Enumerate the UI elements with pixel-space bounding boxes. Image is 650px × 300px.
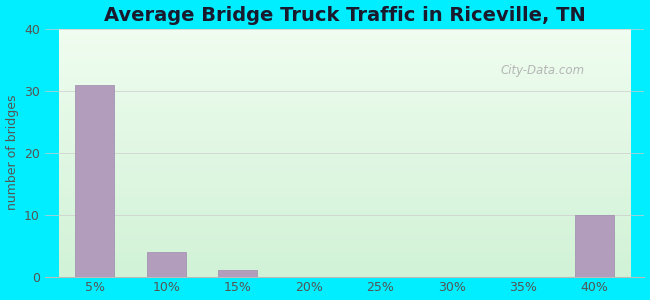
Bar: [146, 252, 186, 277]
Y-axis label: number of bridges: number of bridges: [6, 95, 19, 211]
Text: City-Data.com: City-Data.com: [500, 64, 584, 77]
Title: Average Bridge Truck Traffic in Riceville, TN: Average Bridge Truck Traffic in Ricevill…: [104, 6, 586, 25]
Bar: [575, 215, 614, 277]
Bar: [75, 85, 114, 277]
Bar: [218, 270, 257, 277]
